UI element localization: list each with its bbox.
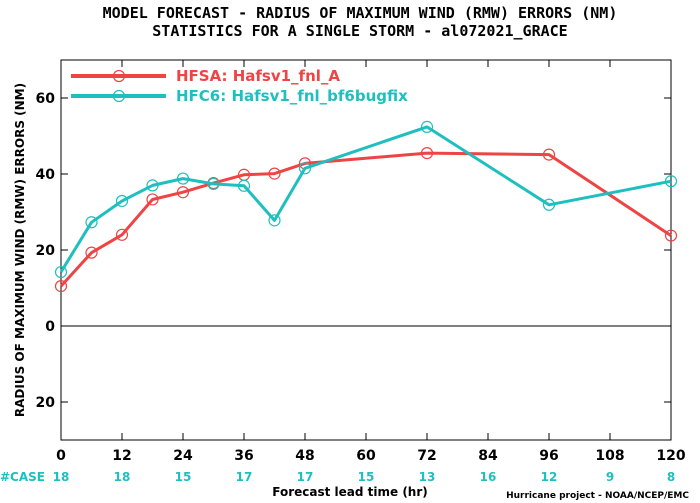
series-1-point	[542, 148, 556, 161]
series-2-point	[85, 216, 98, 229]
case-count: 18	[114, 470, 131, 484]
case-count: 15	[175, 470, 192, 484]
series-1-point	[176, 186, 190, 199]
plot-area	[60, 59, 672, 441]
series-2-point	[420, 120, 434, 133]
case-count: 17	[236, 470, 253, 484]
credit-text: Hurricane project - NOAA/NCEP/EMC	[506, 491, 689, 501]
case-count: 12	[541, 470, 558, 484]
case-count: 17	[297, 470, 314, 484]
case-count: 9	[606, 470, 614, 484]
case-count: 13	[419, 470, 436, 484]
case-count: 8	[667, 470, 675, 484]
case-count: 15	[358, 470, 375, 484]
series-2-point	[298, 162, 312, 175]
y-tick-label: 20	[36, 243, 56, 259]
series-2-point	[207, 177, 220, 190]
series-1-point	[420, 147, 434, 160]
legend-marker-2	[112, 89, 126, 103]
x-axis-label: Forecast lead time (hr)	[272, 485, 428, 499]
chart-subtitle: STATISTICS FOR A SINGLE STORM - al072021…	[152, 22, 567, 40]
series-2-point	[176, 172, 190, 185]
series-2-point	[54, 265, 68, 279]
x-tick-label: 12	[112, 448, 131, 464]
legend-marker-1	[112, 69, 126, 83]
y-tick-label: 40	[36, 167, 56, 183]
series-1-point	[85, 246, 98, 259]
x-tick-label: 48	[295, 448, 314, 464]
y-axis-label: RADIUS OF MAXIMUM WIND (RMW) ERRORS (NM)	[13, 83, 27, 417]
series-2-point	[664, 175, 678, 188]
series-2-point	[268, 214, 281, 227]
series-1-point	[115, 228, 129, 241]
case-label: #CASE	[0, 470, 45, 484]
x-tick-label: 0	[56, 448, 66, 464]
x-tick-label: 120	[656, 448, 685, 464]
legend-label-2: HFC6: Hafsv1_fnl_bf6bugfix	[176, 87, 408, 105]
series-line-2	[59, 125, 672, 273]
y-tick-label: 0	[45, 319, 55, 335]
x-tick-label: 72	[417, 448, 436, 464]
series-2-point	[542, 198, 556, 211]
series-group	[54, 120, 678, 293]
series-1-point	[146, 193, 159, 206]
x-tick-label: 60	[356, 448, 376, 464]
series-2-point	[237, 179, 251, 192]
axes: 0 12 24 36 48 60 72 84 96 108 120 20 0 20 40 60	[36, 60, 686, 464]
x-tick-label: 96	[539, 448, 558, 464]
x-tick-label: 24	[173, 448, 193, 464]
chart-title: MODEL FORECAST - RADIUS OF MAXIMUM WIND …	[103, 4, 618, 22]
x-tick-label: 108	[595, 448, 624, 464]
series-1-point	[268, 167, 281, 180]
series-2-point	[115, 194, 129, 208]
case-counts: 18 18 15 17 17 15 13 16 12 9 8	[53, 470, 676, 484]
series-1-point	[664, 229, 678, 242]
x-tick-label: 36	[234, 448, 253, 464]
x-tick-label: 84	[478, 448, 498, 464]
y-tick-label: 20	[36, 395, 56, 411]
legend: HFSA: Hafsv1_fnl_A HFC6: Hafsv1_fnl_bf6bu…	[71, 67, 408, 105]
series-line-1	[59, 151, 672, 288]
case-count: 16	[480, 470, 497, 484]
legend-label-1: HFSA: Hafsv1_fnl_A	[176, 67, 340, 85]
y-tick-label: 60	[36, 91, 56, 107]
case-count: 18	[53, 470, 70, 484]
series-2-point	[146, 179, 159, 192]
series-1-point	[54, 280, 68, 293]
